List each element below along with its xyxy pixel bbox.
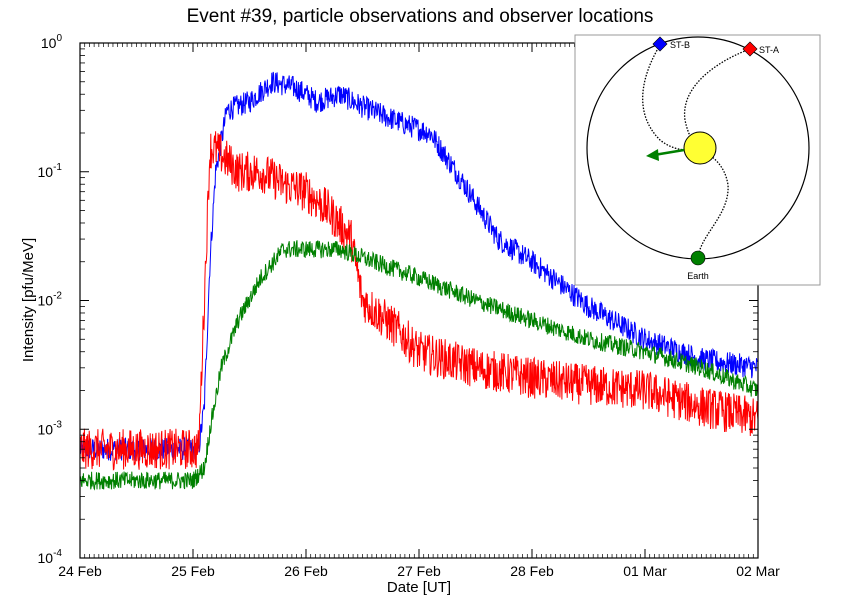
earth-direction-arrow [653, 148, 685, 157]
y-axis-label: Intensity [pfu/MeV] [20, 238, 37, 362]
orbit-inset: ST-B ST-A Earth [574, 34, 821, 286]
x-axis-label: Date [UT] [387, 579, 451, 596]
x-tick-label: 01 Mar [623, 563, 667, 579]
x-tick-label: 28 Feb [510, 563, 554, 579]
y-tick-exponent: -2 [53, 291, 62, 302]
st-a-label: ST-A [759, 45, 779, 55]
y-tick-exponent: 0 [56, 33, 62, 44]
y-tick-label: 10-2 [38, 291, 63, 309]
arrow-head-icon [646, 149, 659, 161]
series-line-1 [79, 131, 759, 471]
y-tick-label: 10-1 [38, 162, 63, 180]
earth-marker-icon [690, 250, 706, 266]
earth-label: Earth [687, 271, 709, 281]
y-tick-exponent: -3 [53, 419, 62, 430]
field-line-earth [697, 149, 729, 259]
y-tick-label: 10-3 [38, 419, 63, 437]
x-tick-label: 24 Feb [58, 563, 102, 579]
chart-title: Event #39, particle observations and obs… [187, 6, 654, 27]
sun-icon [683, 131, 717, 165]
st-b-label: ST-B [670, 40, 690, 50]
st-b-marker-icon [652, 36, 668, 52]
x-tick-label: 25 Feb [171, 563, 215, 579]
st-a-marker-icon [742, 41, 758, 57]
series-layer [79, 71, 759, 491]
x-tick-label: 26 Feb [284, 563, 328, 579]
y-tick-label: 100 [41, 33, 63, 51]
x-tick-labels: 24 Feb 25 Feb 26 Feb 27 Feb 28 Feb 01 Mar 02 M… [58, 563, 780, 579]
series-line-2 [79, 240, 759, 491]
y-tick-exponent: -4 [53, 548, 62, 559]
x-tick-label: 27 Feb [397, 563, 441, 579]
y-tick-exponent: -1 [53, 162, 62, 173]
x-tick-label: 02 Mar [736, 563, 780, 579]
field-line-st-b [642, 44, 689, 151]
